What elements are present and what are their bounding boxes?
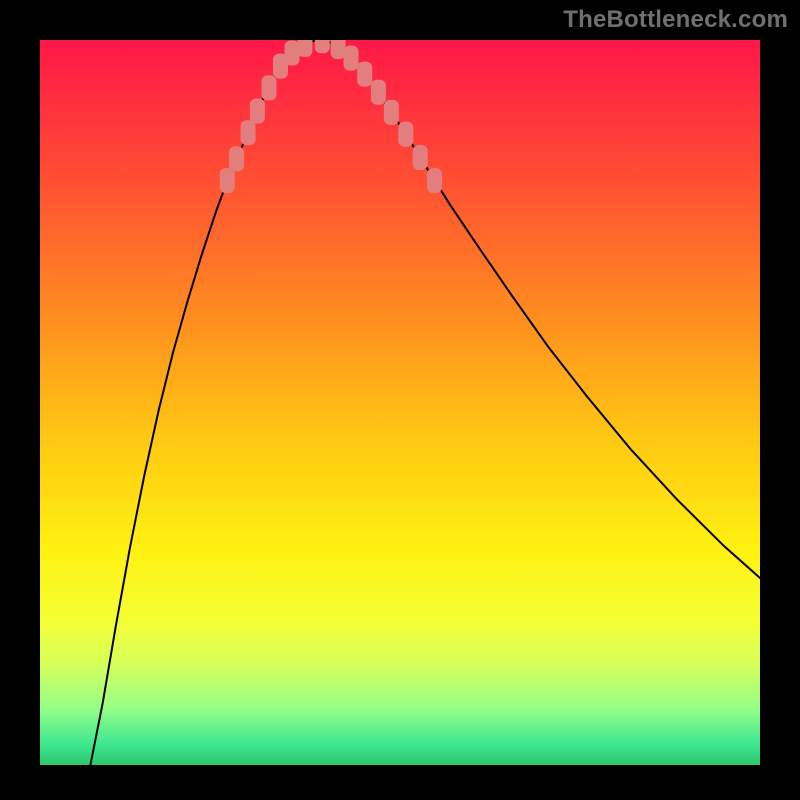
plot-background [40, 40, 760, 765]
plot-svg [40, 40, 760, 765]
curve-marker [384, 100, 399, 125]
curve-marker [297, 40, 312, 57]
watermark-text: TheBottleneck.com [563, 6, 788, 34]
curve-marker [398, 122, 413, 147]
curve-marker [220, 168, 235, 193]
curve-marker [261, 75, 276, 100]
curve-marker [413, 145, 428, 170]
chart-frame: TheBottleneck.com [0, 0, 800, 800]
curve-marker [241, 120, 256, 145]
curve-marker [331, 40, 346, 59]
curve-marker [371, 80, 386, 105]
curve-marker [344, 46, 359, 71]
plot-area [40, 40, 760, 765]
curve-marker [229, 146, 244, 171]
curve-marker [315, 40, 330, 53]
curve-marker [427, 168, 442, 193]
curve-marker [250, 99, 265, 124]
curve-marker [285, 41, 300, 66]
curve-marker [357, 62, 372, 87]
